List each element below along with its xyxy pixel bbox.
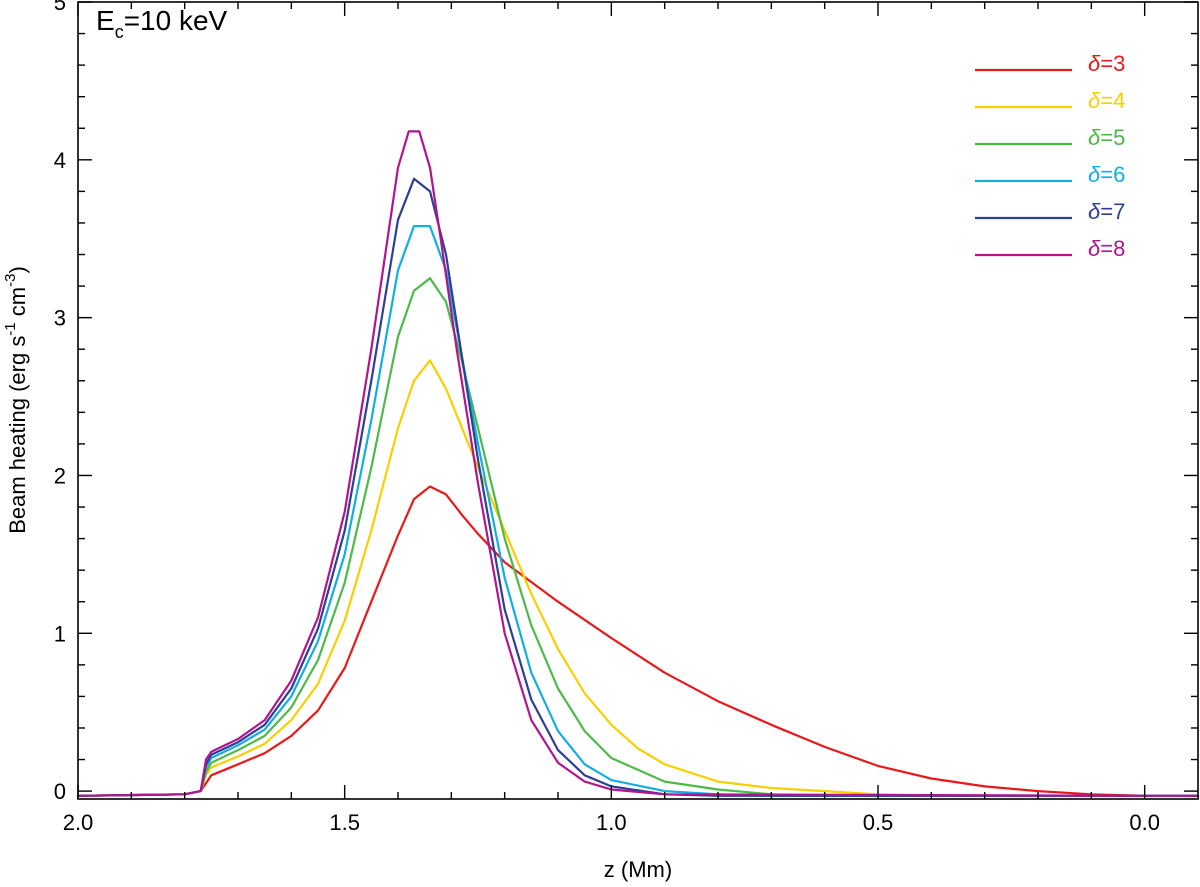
- y-tick-label: 0: [54, 779, 66, 804]
- annotation-rest: =10 keV: [124, 5, 228, 36]
- y-axis-label-part1: Beam heating (erg s: [5, 336, 30, 534]
- y-tick-label: 4: [54, 148, 66, 173]
- series-line-delta-4: [76, 359, 1200, 797]
- series-line-delta-3: [76, 485, 1200, 797]
- x-tick-label: 0.5: [863, 810, 894, 835]
- y-axis-label-part2: cm: [5, 287, 30, 322]
- annotation-main: E: [96, 5, 115, 36]
- x-axis-label: z (Mm): [604, 857, 672, 882]
- y-tick-label: 3: [54, 306, 66, 331]
- legend-label-value: =8: [1100, 236, 1125, 261]
- legend-label: δ=3: [1088, 51, 1125, 76]
- series-group: [76, 130, 1200, 797]
- legend-label: δ=7: [1088, 199, 1125, 224]
- y-axis-label-sup2: -3: [2, 274, 19, 287]
- y-tick-label: 5: [54, 0, 66, 15]
- y-tick-label: 1: [54, 621, 66, 646]
- legend-label-greek: δ: [1088, 51, 1101, 76]
- annotation-subscript: c: [115, 22, 124, 42]
- y-tick-label: 2: [54, 463, 66, 488]
- legend-label-value: =3: [1100, 51, 1125, 76]
- ticks-group: 2.0 1.5 1.0 0.5 0.0 0 1 2 3 4 5: [54, 0, 1198, 835]
- legend-label: δ=4: [1088, 88, 1125, 113]
- y-axis-label: Beam heating (erg s-1 cm-3): [2, 266, 30, 534]
- series-line-delta-7: [76, 177, 1200, 797]
- x-tick-label: 1.0: [596, 810, 627, 835]
- x-tick-label: 2.0: [63, 810, 94, 835]
- legend: δ=3δ=4δ=5δ=6δ=7δ=8: [975, 51, 1125, 261]
- legend-label-greek: δ: [1088, 199, 1101, 224]
- series-line-delta-5: [76, 277, 1200, 797]
- legend-label-greek: δ: [1088, 236, 1101, 261]
- legend-label-greek: δ: [1088, 88, 1101, 113]
- legend-label-value: =5: [1100, 125, 1125, 150]
- x-tick-label: 1.5: [329, 810, 360, 835]
- legend-label-value: =6: [1100, 162, 1125, 187]
- legend-label-value: =7: [1100, 199, 1125, 224]
- y-axis-label-part3: ): [5, 266, 30, 273]
- legend-label-greek: δ: [1088, 162, 1101, 187]
- series-line-delta-6: [76, 225, 1200, 797]
- series-line-delta-8: [76, 130, 1200, 797]
- x-tick-label: 0.0: [1129, 810, 1160, 835]
- legend-label: δ=8: [1088, 236, 1125, 261]
- legend-label-greek: δ: [1088, 125, 1101, 150]
- plot-frame: [77, 1, 1199, 800]
- y-axis-label-sup1: -1: [2, 322, 19, 335]
- legend-label: δ=5: [1088, 125, 1125, 150]
- legend-label: δ=6: [1088, 162, 1125, 187]
- legend-label-value: =4: [1100, 88, 1125, 113]
- chart-annotation: Ec=10 keV: [96, 5, 228, 42]
